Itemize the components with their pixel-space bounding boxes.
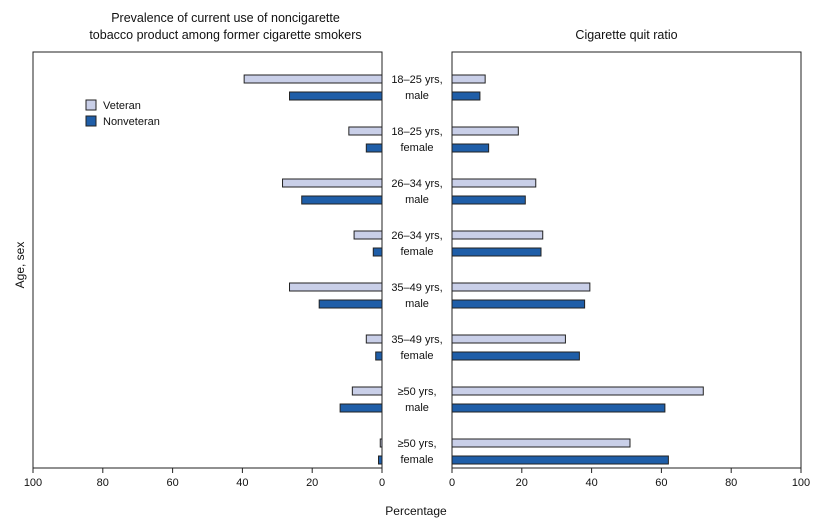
bar-right-nonveteran <box>451 299 586 309</box>
tick-label: 100 <box>792 477 810 489</box>
bar-right-nonveteran <box>451 91 481 101</box>
tick-label: 0 <box>449 477 455 489</box>
bar-left-veteran <box>353 230 383 240</box>
category-label: ≥50 yrs, <box>397 386 436 398</box>
legend-label-veteran: Veteran <box>103 100 141 112</box>
bar-right-veteran <box>451 230 544 240</box>
category-label: female <box>400 454 433 466</box>
bar-left-veteran <box>365 334 383 344</box>
panel-frame-right <box>451 51 802 469</box>
legend-label-nonveteran: Nonveteran <box>103 116 160 128</box>
panel-title-left: Prevalence of current use of noncigarett… <box>111 11 340 25</box>
panel-title-left: tobacco product among former cigarette s… <box>89 28 361 42</box>
legend: Veteran Nonveteran <box>85 99 160 128</box>
category-label: female <box>400 142 433 154</box>
bar-left-nonveteran <box>301 195 383 205</box>
panel-title-right: Cigarette quit ratio <box>575 28 677 42</box>
y-axis-label: Age, sex <box>13 242 27 289</box>
bar-left-veteran <box>289 282 383 292</box>
category-label: female <box>400 350 433 362</box>
category-label: female <box>400 246 433 258</box>
legend-swatch-nonveteran <box>85 115 97 127</box>
category-label: male <box>405 298 429 310</box>
tick-label: 60 <box>166 477 178 489</box>
tick-label: 100 <box>24 477 42 489</box>
category-label: 35–49 yrs, <box>391 334 442 346</box>
bar-left-veteran <box>351 386 383 396</box>
bar-left-nonveteran <box>365 143 383 153</box>
bar-right-nonveteran <box>451 143 490 153</box>
bar-right-veteran <box>451 74 486 84</box>
tick-label: 0 <box>379 477 385 489</box>
bar-left-nonveteran <box>375 351 383 361</box>
bar-right-nonveteran <box>451 351 580 361</box>
tick-label: 40 <box>236 477 248 489</box>
bar-left-veteran <box>282 178 383 188</box>
bar-right-nonveteran <box>451 195 526 205</box>
category-label: 26–34 yrs, <box>391 178 442 190</box>
bar-left-nonveteran <box>318 299 383 309</box>
bar-left-nonveteran <box>378 455 383 465</box>
bar-right-nonveteran <box>451 455 669 465</box>
category-label: male <box>405 194 429 206</box>
category-label: 35–49 yrs, <box>391 282 442 294</box>
tick-label: 80 <box>725 477 737 489</box>
bar-left-veteran <box>379 438 383 448</box>
tick-label: 40 <box>585 477 597 489</box>
bar-right-veteran <box>451 438 631 448</box>
category-label: ≥50 yrs, <box>397 438 436 450</box>
legend-swatch-veteran <box>85 99 97 111</box>
bar-left-veteran <box>243 74 383 84</box>
panel-frame-left <box>32 51 383 469</box>
panel-noncigarette-prevalence: 100 80 60 40 20 0 <box>24 51 385 489</box>
bar-left-nonveteran <box>289 91 383 101</box>
bar-right-veteran <box>451 386 704 396</box>
category-label: male <box>405 402 429 414</box>
tick-label: 80 <box>97 477 109 489</box>
tick-label: 20 <box>306 477 318 489</box>
bar-left-nonveteran <box>339 403 383 413</box>
bar-right-nonveteran <box>451 247 542 257</box>
panel-cigarette-quit-ratio: 0 20 40 60 80 100 <box>449 51 810 489</box>
tick-label: 60 <box>655 477 667 489</box>
x-axis-label: Percentage <box>385 504 447 518</box>
bar-right-veteran <box>451 126 519 136</box>
bar-right-veteran <box>451 282 591 292</box>
category-labels: 18–25 yrs, male 18–25 yrs, female 26–34 yrs,… <box>391 74 442 466</box>
bar-right-veteran <box>451 178 537 188</box>
bar-right-nonveteran <box>451 403 666 413</box>
tick-label: 20 <box>516 477 528 489</box>
bar-left-veteran <box>348 126 383 136</box>
bar-left-nonveteran <box>372 247 383 257</box>
category-label: 18–25 yrs, <box>391 126 442 138</box>
category-label: 26–34 yrs, <box>391 230 442 242</box>
category-label: male <box>405 90 429 102</box>
bar-right-veteran <box>451 334 566 344</box>
category-label: 18–25 yrs, <box>391 74 442 86</box>
